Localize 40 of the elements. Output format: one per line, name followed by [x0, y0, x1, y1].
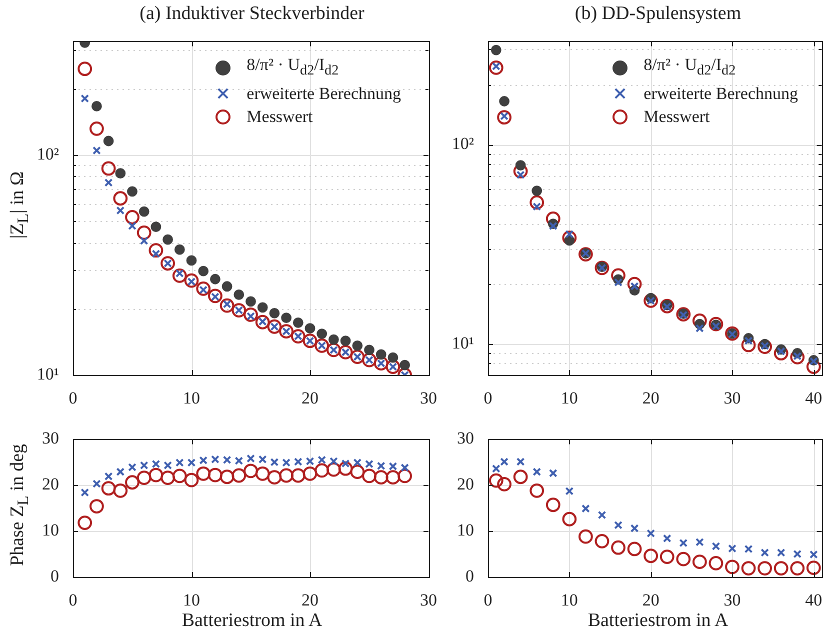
x-tick-label: 30	[724, 590, 741, 610]
x-tick-label: 10	[560, 388, 578, 408]
x-tick-label: 30	[420, 590, 437, 610]
x-tick-label: 40	[805, 388, 822, 408]
x-tick-label: 10	[183, 590, 200, 610]
y-tick-label: 10²	[452, 134, 474, 154]
y-tick-label: 30	[457, 428, 474, 448]
y-tick-label: 20	[457, 474, 474, 494]
x-tick-label: 40	[805, 590, 822, 610]
legend-label: 8/π² · U$_{d2}$/I$_{d2}$	[644, 54, 736, 80]
x-tick-label: 30	[420, 388, 437, 408]
y-tick-label: 10¹	[452, 334, 474, 353]
x-tick-label: 20	[302, 590, 318, 610]
y-tick-label: 10	[457, 520, 474, 540]
x-tick-label: 20	[302, 388, 318, 408]
y-tick-label: 10²	[36, 144, 59, 164]
x-tick-label: 20	[642, 590, 660, 610]
y-tick-label: 30	[42, 428, 59, 448]
x-tick-label: 30	[724, 388, 741, 408]
x-tick-label: 20	[642, 388, 660, 408]
x-axis-title: Batteriestrom in A	[182, 610, 322, 632]
x-tick-label: 0	[484, 388, 492, 408]
legend-label: Messwert	[644, 106, 710, 128]
chart-title: (b) DD-Spulensystem	[574, 3, 742, 25]
legend-label: Messwert	[246, 106, 313, 128]
x-tick-label: 0	[68, 590, 78, 610]
y-tick-label: 20	[42, 474, 59, 494]
x-tick-label: 0	[484, 590, 492, 610]
y-tick-label: 10	[42, 520, 59, 540]
y-tick-label: 0	[466, 566, 474, 586]
x-tick-label: 10	[560, 590, 578, 610]
x-tick-label: 0	[68, 388, 78, 408]
x-axis-title: Batteriestrom in A	[588, 610, 728, 632]
legend-label: 8/π² · U$_{d2}$/I$_{d2}$	[246, 54, 339, 80]
y-tick-label: 10¹	[36, 364, 59, 384]
x-tick-label: 10	[183, 388, 200, 408]
legend-label: erweiterte Berechnung	[644, 83, 798, 106]
chart-title: (a) Induktiver Steckverbinder	[140, 3, 364, 25]
y-tick-label: 0	[50, 566, 59, 586]
legend-label: erweiterte Berechnung	[246, 83, 401, 106]
